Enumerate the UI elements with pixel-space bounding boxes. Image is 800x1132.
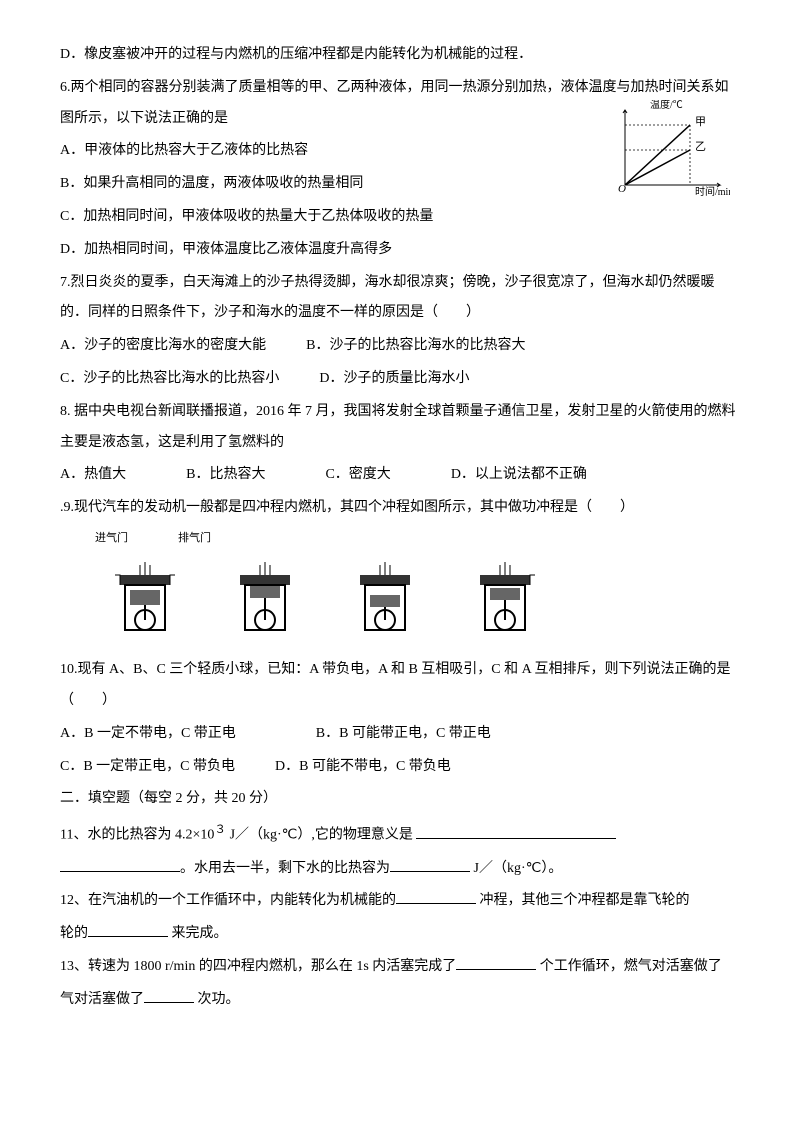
q5-option-d: D．橡皮塞被冲开的过程与内燃机的压缩冲程都是内能转化为机械能的过程． [60,40,740,71]
q7-option-c: C．沙子的比热容比海水的比热容小 [60,364,279,395]
q13-blank2 [144,1002,194,1003]
q13: 13、转速为 1800 r/min 的四冲程内燃机，那么在 1s 内活塞完成了 … [60,952,740,983]
q12: 12、在汽油机的一个工作循环中，内能转化为机械能的 冲程，其他三个冲程都是靠飞轮… [60,886,740,917]
q9-stem: .9.现代汽车的发动机一般都是四冲程内燃机，其四个冲程如图所示，其中做功冲程是（… [60,493,740,524]
graph-xlabel: 时间/min [695,185,730,198]
q10-options-row1: A．B 一定不带电，C 带正电 B．B 可能带正电，C 带正电 [60,719,740,750]
q7-stem: 7.烈日炎炎的夏季，白天海滩上的沙子热得烫脚，海水却很凉爽；傍晚，沙子很宽凉了，… [60,268,740,330]
graph-line2-label: 乙 [695,140,706,153]
q11: 11、水的比热容为 4.2×10３ J／（kg·℃）,它的物理意义是 [60,817,740,851]
q10-options-row2: C．B 一定带正电，C 带负电 D．B 可能不带电，C 带负电 [60,752,740,783]
q7-options-row1: A．沙子的密度比海水的密度大能 B．沙子的比热容比海水的比热容大 [60,331,740,362]
q10-option-a: A．B 一定不带电，C 带正电 [60,719,236,750]
q8-options: A．热值大 B．比热容大 C．密度大 D．以上说法都不正确 [60,460,740,491]
q6-option-d: D．加热相同时间，甲液体温度比乙液体温度升高得多 [60,235,740,266]
q12-blank2 [88,936,168,937]
graph-ylabel: 温度/℃ [650,100,683,111]
q10-option-c: C．B 一定带正电，C 带负电 [60,752,235,783]
q8-stem: 8. 据中央电视台新闻联播报道，2016 年 7 月，我国将发射全球首颗量子通信… [60,397,740,459]
temperature-time-graph: 温度/℃ 时间/min 甲 乙 O [610,100,730,213]
q11-blank1 [416,838,616,839]
q11-blank1b [60,871,180,872]
q7-option-a: A．沙子的密度比海水的密度大能 [60,331,266,362]
q12-line2: 轮的 来完成。 [60,919,740,950]
graph-line1-label: 甲 [695,116,706,128]
q10-stem: 10.现有 A、B、C 三个轻质小球，已知：A 带负电，A 和 B 互相吸引，C… [60,655,740,717]
q7-option-d: D．沙子的质量比海水小 [319,364,469,395]
engine-diagram-3 [340,560,430,640]
engine-labels: 进气门 排气门 [95,526,740,550]
q8-option-c: C．密度大 [325,460,390,491]
q7-options-row2: C．沙子的比热容比海水的比热容小 D．沙子的质量比海水小 [60,364,740,395]
intake-label: 进气门 [95,526,128,550]
engine-diagram-1 [100,560,190,640]
q8-option-a: A．热值大 [60,460,126,491]
q13-blank1 [456,969,536,970]
svg-text:O: O [618,183,626,195]
q11-line2: 。水用去一半，剩下水的比热容为 J／（kg·℃）。 [60,854,740,885]
engine-diagrams [100,560,740,640]
q11-blank2 [390,871,470,872]
exhaust-label: 排气门 [178,526,211,550]
engine-diagram-4 [460,560,550,640]
section2-heading: 二．填空题（每空 2 分，共 20 分） [60,784,740,815]
q10-option-b: B．B 可能带正电，C 带正电 [316,719,491,750]
q12-blank1 [396,903,476,904]
q13-line2: 气对活塞做了 次功。 [60,985,740,1016]
q7-option-b: B．沙子的比热容比海水的比热容大 [306,331,525,362]
q10-option-d: D．B 可能不带电，C 带负电 [275,752,451,783]
q8-option-d: D．以上说法都不正确 [451,460,587,491]
engine-diagram-2 [220,560,310,640]
q8-option-b: B．比热容大 [186,460,265,491]
